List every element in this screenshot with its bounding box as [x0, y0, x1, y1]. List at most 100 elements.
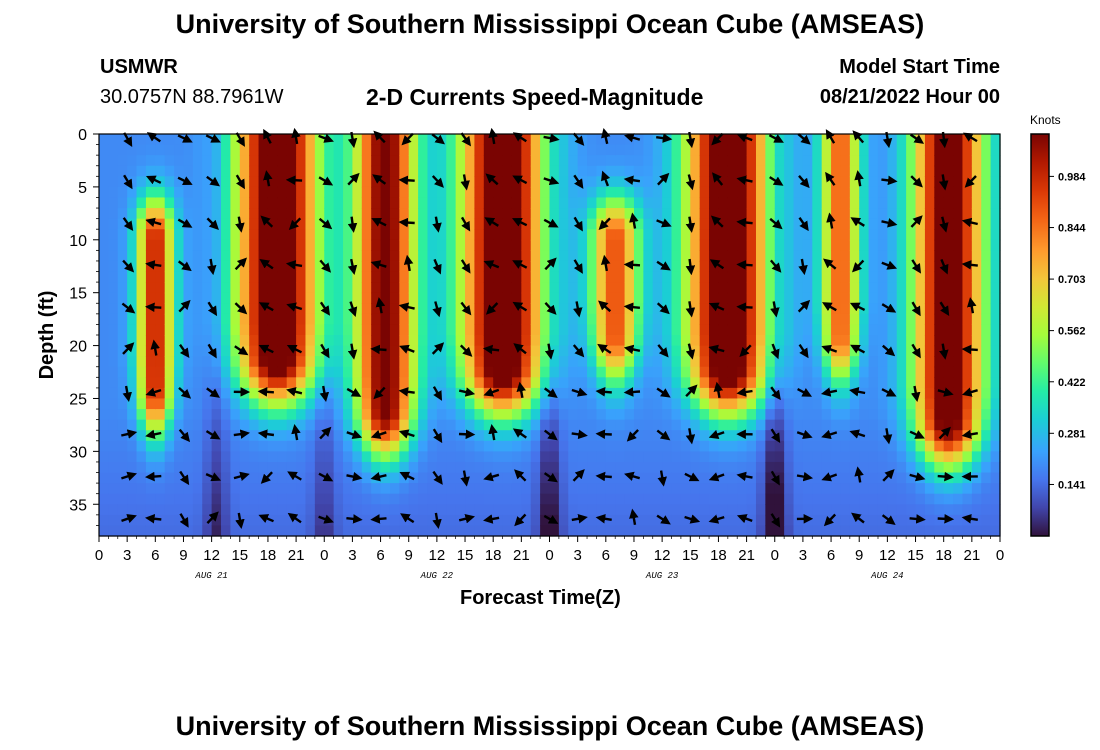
heatmap-cell [418, 493, 429, 505]
heatmap-cell [577, 483, 588, 495]
heatmap-cell [540, 313, 551, 326]
heatmap-cell [680, 387, 691, 400]
heatmap-cell [971, 525, 982, 537]
heatmap-cell [286, 165, 297, 177]
heatmap-cell [465, 144, 476, 156]
heatmap-cell [558, 292, 569, 304]
heatmap-cell [127, 271, 138, 283]
heatmap-cell [896, 345, 907, 357]
heatmap-cell [483, 197, 494, 209]
heatmap-cell [605, 165, 616, 177]
heatmap-cell [296, 218, 307, 230]
heatmap-cell [202, 430, 213, 442]
heatmap-cell [990, 504, 1001, 516]
heatmap-cell [371, 451, 382, 463]
heatmap-cell [943, 493, 954, 505]
heatmap-cell [117, 504, 128, 516]
x-tick-label: 15 [907, 547, 924, 564]
heatmap-cell [99, 186, 109, 199]
heatmap-cell [699, 218, 710, 230]
heatmap-cell [446, 483, 457, 495]
heatmap-cell [765, 208, 776, 220]
heatmap-cell [605, 144, 616, 156]
heatmap-cell [511, 165, 522, 177]
heatmap-cell [718, 377, 729, 389]
heatmap-cell [924, 398, 935, 410]
heatmap-cell [549, 483, 560, 495]
heatmap-cell [446, 218, 457, 230]
heatmap-cell [587, 493, 598, 505]
heatmap-cell [352, 208, 363, 220]
heatmap-cell [699, 292, 710, 304]
heatmap-cell [831, 208, 842, 220]
heatmap-cell [117, 313, 128, 326]
heatmap-cell [671, 197, 682, 209]
heatmap-cell [774, 483, 785, 495]
heatmap-cell [877, 356, 888, 368]
heatmap-cell [774, 271, 785, 283]
heatmap-cell [953, 398, 964, 410]
heatmap-cell [352, 144, 363, 156]
heatmap-cell [230, 451, 241, 463]
heatmap-cell [915, 440, 926, 452]
heatmap-cell [474, 271, 485, 283]
heatmap-cell [427, 271, 438, 283]
current-arrow [854, 466, 864, 483]
heatmap-cell [164, 250, 175, 262]
heatmap-cell [699, 398, 710, 410]
current-arrow [122, 217, 134, 232]
heatmap-cell [389, 419, 400, 431]
heatmap-cell [164, 356, 175, 368]
heatmap-cell [530, 197, 541, 209]
heatmap-cell [568, 440, 579, 452]
heatmap-cell [802, 377, 813, 389]
current-arrow [398, 175, 415, 186]
heatmap-cell [202, 186, 213, 199]
heatmap-cell [427, 440, 438, 452]
heatmap-cell [784, 282, 795, 294]
current-arrow [146, 132, 161, 143]
heatmap-cell [671, 451, 682, 463]
current-arrow [432, 386, 443, 401]
heatmap-cell [906, 271, 917, 283]
heatmap-cell [680, 461, 691, 474]
heatmap-cell [192, 239, 203, 251]
heatmap-cell [774, 409, 785, 421]
heatmap-cell [127, 144, 138, 156]
heatmap-cell [784, 260, 795, 273]
heatmap-cell [915, 504, 926, 516]
heatmap-cell [680, 409, 691, 421]
heatmap-cell [408, 155, 419, 167]
heatmap-cell [361, 197, 372, 209]
heatmap-cell [699, 409, 710, 421]
heatmap-cell [343, 430, 354, 442]
current-arrow [403, 254, 414, 272]
heatmap-cell [568, 186, 579, 199]
heatmap-cell [615, 271, 626, 283]
heatmap-cell [286, 525, 297, 537]
heatmap-cell [953, 144, 964, 156]
heatmap-cell [793, 440, 804, 452]
heatmap-cell [277, 282, 288, 294]
heatmap-cell [896, 356, 907, 368]
heatmap-cell [971, 419, 982, 431]
x-tick-label: 0 [95, 547, 103, 564]
heatmap-cell [812, 303, 823, 315]
current-arrow [881, 303, 897, 313]
heatmap-cell [615, 430, 626, 442]
heatmap-cell [793, 472, 804, 484]
heatmap-cell [202, 345, 213, 357]
heatmap-cell [211, 313, 222, 326]
heatmap-cell [971, 229, 982, 241]
heatmap-cell [408, 165, 419, 177]
heatmap-cell [99, 218, 109, 230]
heatmap-cell [962, 324, 973, 336]
current-arrow [145, 260, 162, 270]
heatmap-cell [483, 483, 494, 495]
heatmap-cell [727, 218, 738, 230]
heatmap-cell [305, 440, 316, 452]
heatmap-cell [258, 197, 269, 209]
heatmap-cell [718, 398, 729, 410]
heatmap-cell [136, 218, 147, 230]
heatmap-cell [474, 197, 485, 209]
